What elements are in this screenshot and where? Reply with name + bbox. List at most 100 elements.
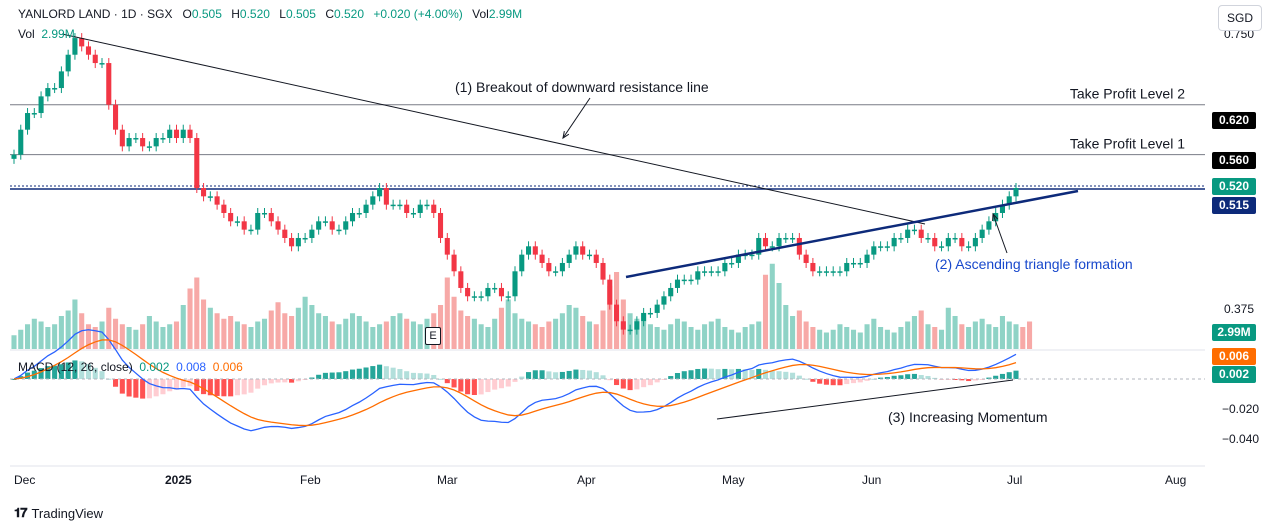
vol-value: 2.99M bbox=[488, 7, 523, 21]
volume-bar bbox=[817, 329, 823, 349]
candle-body bbox=[79, 38, 85, 47]
macd-histogram-bar bbox=[526, 372, 532, 379]
candle-body bbox=[830, 271, 836, 273]
volume-bar bbox=[228, 316, 234, 349]
candle-body bbox=[674, 279, 681, 288]
volume-bar bbox=[722, 327, 728, 349]
macd-histogram-bar bbox=[844, 379, 850, 385]
macd-histogram-bar bbox=[363, 367, 369, 379]
macd-histogram-bar bbox=[92, 367, 98, 379]
macd-histogram-bar bbox=[79, 361, 85, 379]
candle-body bbox=[119, 129, 125, 147]
macd-histogram-bar bbox=[268, 379, 274, 384]
volume-bar bbox=[850, 329, 857, 349]
candle-body bbox=[85, 46, 92, 55]
candle-body bbox=[160, 138, 166, 140]
candle-body bbox=[668, 287, 674, 297]
earnings-marker[interactable]: E bbox=[425, 327, 441, 345]
macd-histogram-bar bbox=[410, 372, 416, 379]
candle-body bbox=[11, 154, 17, 159]
candle-body bbox=[309, 229, 315, 238]
macd-histogram-bar bbox=[316, 374, 322, 379]
tag-macd: 0.002 bbox=[1212, 366, 1256, 383]
macd-histogram-bar bbox=[356, 368, 362, 379]
macd-histogram-bar bbox=[769, 370, 775, 379]
candle-body bbox=[377, 188, 383, 197]
macd-histogram-bar bbox=[607, 379, 613, 381]
candle-body bbox=[905, 229, 911, 238]
candle-body bbox=[106, 63, 112, 105]
volume-bar bbox=[932, 327, 938, 349]
candle-body bbox=[607, 279, 613, 305]
volume-bar bbox=[99, 321, 105, 349]
candle-body bbox=[349, 212, 356, 222]
candle-body bbox=[790, 237, 796, 240]
macd-value-1: 0.002 bbox=[139, 360, 170, 374]
macd-histogram-bar bbox=[600, 375, 606, 379]
candle-body bbox=[302, 237, 308, 240]
volume-bar bbox=[268, 310, 274, 349]
annotation-triangle-arrow-head bbox=[992, 212, 999, 222]
macd-histogram-bar bbox=[322, 372, 328, 379]
macd-histogram-bar bbox=[126, 379, 132, 397]
candle-body bbox=[133, 138, 139, 140]
macd-histogram-bar bbox=[661, 379, 667, 380]
candle-body bbox=[173, 129, 180, 139]
candle-body bbox=[512, 271, 518, 297]
macd-histogram-bar bbox=[309, 377, 315, 379]
volume-bar bbox=[573, 307, 579, 349]
volume-legend-label: Vol bbox=[18, 27, 35, 41]
candle-body bbox=[383, 188, 389, 205]
macd-histogram-bar bbox=[857, 379, 863, 383]
candlesticks bbox=[11, 33, 1019, 335]
macd-histogram-bar bbox=[884, 376, 890, 379]
volume-bar bbox=[309, 305, 315, 349]
volume-bar bbox=[959, 324, 965, 349]
candle-body bbox=[167, 129, 173, 139]
candle-body bbox=[729, 262, 735, 265]
macd-histogram-bar bbox=[248, 379, 254, 393]
volume-bar bbox=[526, 321, 532, 349]
volume-bar bbox=[65, 310, 71, 349]
macd-histogram-bar bbox=[864, 379, 870, 381]
currency-button[interactable]: SGD bbox=[1218, 5, 1262, 31]
time-axis-label: Dec bbox=[14, 473, 35, 487]
macd-axis-tick: −0.040 bbox=[1222, 432, 1259, 446]
volume-bar bbox=[146, 316, 152, 349]
macd-histogram-bar bbox=[377, 364, 383, 379]
volume-bar bbox=[397, 313, 403, 349]
volume-bar bbox=[458, 310, 464, 349]
candle-body bbox=[72, 38, 78, 55]
candle-body bbox=[938, 246, 945, 248]
macd-histogram-bar bbox=[140, 379, 146, 399]
macd-histogram-bar bbox=[796, 375, 802, 379]
volume-bar bbox=[600, 310, 606, 349]
candle-body bbox=[864, 254, 870, 263]
candle-body bbox=[92, 54, 98, 64]
annotation-momentum: (3) Increasing Momentum bbox=[888, 409, 1048, 425]
candle-body bbox=[884, 246, 890, 248]
volume-bar bbox=[329, 321, 335, 349]
volume-bar bbox=[289, 316, 295, 349]
volume-bar bbox=[918, 310, 924, 349]
macd-histogram-bar bbox=[566, 370, 572, 379]
volume-bar bbox=[844, 327, 850, 349]
macd-histogram-bar bbox=[65, 362, 71, 379]
macd-histogram-bar bbox=[390, 367, 396, 379]
macd-histogram-bar bbox=[228, 379, 234, 397]
volume-bar bbox=[708, 321, 714, 349]
candle-body bbox=[370, 196, 376, 205]
candle-body bbox=[715, 271, 721, 273]
macd-histogram-bar bbox=[485, 379, 491, 393]
macd-histogram-bar bbox=[221, 379, 227, 397]
volume-bar bbox=[986, 324, 992, 349]
volume-bar bbox=[126, 327, 132, 349]
macd-histogram-bar bbox=[417, 373, 423, 379]
macd-histogram-bar bbox=[404, 371, 410, 379]
macd-histogram-bar bbox=[451, 379, 457, 388]
change-value: +0.020 (+4.00%) bbox=[373, 7, 463, 21]
macd-histogram-bar bbox=[783, 371, 789, 379]
volume-bar bbox=[878, 327, 884, 349]
downward-resistance-line bbox=[61, 33, 926, 225]
